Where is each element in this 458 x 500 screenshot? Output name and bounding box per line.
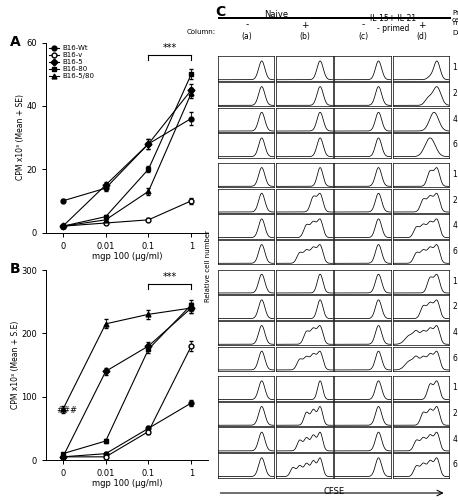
Text: 4: 4 [453, 222, 458, 230]
Text: 1: 1 [453, 276, 457, 285]
X-axis label: mgp 100 (μg/ml): mgp 100 (μg/ml) [92, 252, 162, 261]
Text: 1: 1 [453, 170, 457, 179]
Text: CFSE: CFSE [324, 488, 345, 496]
Text: 6: 6 [453, 460, 458, 469]
Text: 6: 6 [453, 354, 458, 362]
Text: B: B [10, 262, 21, 276]
Text: (a): (a) [241, 32, 252, 40]
Text: Relative cell number: Relative cell number [205, 230, 212, 302]
Text: A: A [10, 35, 21, 49]
Text: -: - [245, 20, 248, 30]
Y-axis label: CPM x10³ (Mean + SE): CPM x10³ (Mean + SE) [16, 94, 25, 180]
Text: Pmel-1
cells: Pmel-1 cells [452, 10, 458, 23]
Text: 1: 1 [453, 64, 457, 72]
Text: mgp100: mgp100 [452, 20, 458, 26]
Text: ###: ### [56, 406, 77, 415]
Text: ***: *** [163, 44, 177, 54]
Text: 1: 1 [453, 383, 457, 392]
Text: 2: 2 [453, 302, 457, 311]
Text: 6: 6 [453, 247, 458, 256]
Legend: B16-Wt, B16-v, B16-5, B16-80, B16-5/80: B16-Wt, B16-v, B16-5, B16-80, B16-5/80 [46, 42, 97, 82]
Text: Days: Days [452, 30, 458, 36]
Text: Column:: Column: [186, 29, 215, 35]
Text: 6: 6 [453, 140, 458, 149]
Text: 4: 4 [453, 114, 458, 124]
Text: IL-15+ IL-21
- primed: IL-15+ IL-21 - primed [370, 14, 416, 34]
Text: 2: 2 [453, 196, 457, 204]
Text: (d): (d) [416, 32, 427, 40]
Text: +: + [301, 20, 309, 30]
Text: 4: 4 [453, 434, 458, 444]
Text: 2: 2 [453, 409, 457, 418]
Text: (c): (c) [359, 32, 369, 40]
Text: (b): (b) [300, 32, 311, 40]
Text: 4: 4 [453, 328, 458, 337]
Text: Naive: Naive [264, 10, 288, 19]
Text: +: + [418, 20, 425, 30]
Text: C: C [215, 5, 225, 19]
Text: ***: *** [163, 272, 177, 282]
X-axis label: mgp 100 (μg/ml): mgp 100 (μg/ml) [92, 480, 162, 488]
Y-axis label: CPM x10³ (Mean + S.E): CPM x10³ (Mean + S.E) [11, 321, 20, 409]
Text: 2: 2 [453, 89, 457, 98]
Text: -: - [362, 20, 365, 30]
